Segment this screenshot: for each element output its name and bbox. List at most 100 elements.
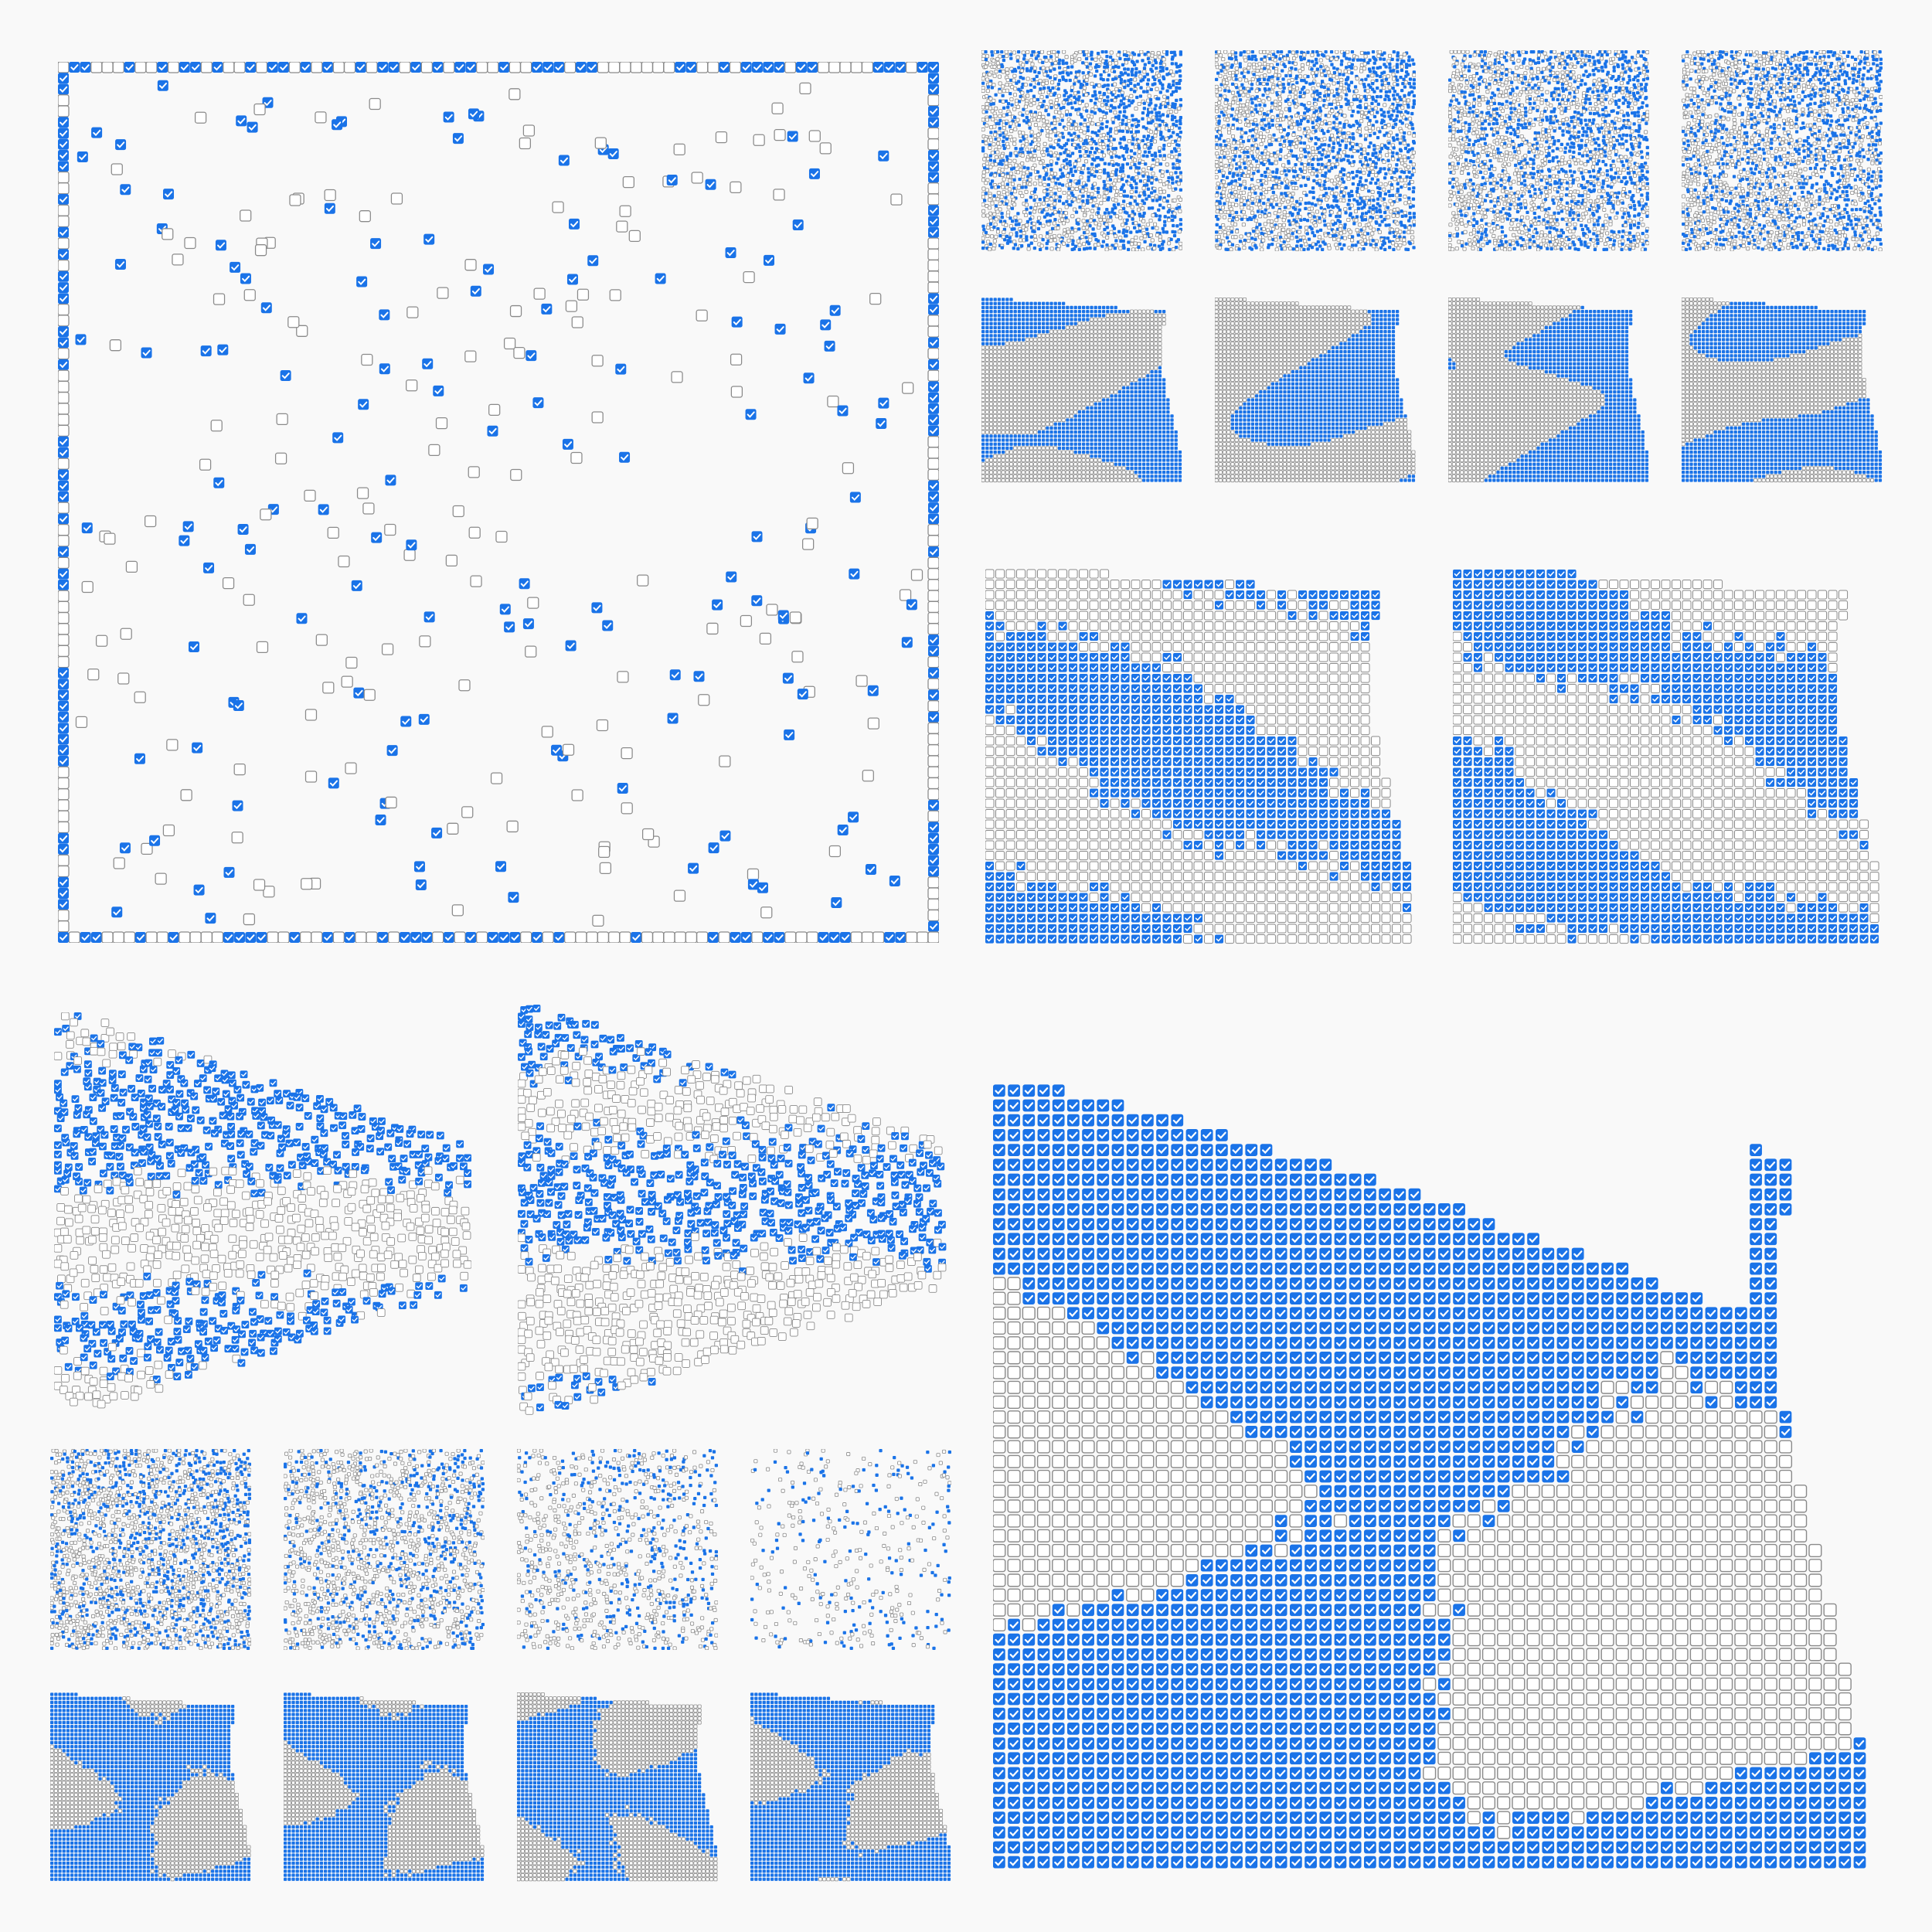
checked-checkbox-icon[interactable]	[1340, 247, 1344, 251]
checked-checkbox-icon[interactable]	[1081, 71, 1085, 75]
checked-checkbox-icon[interactable]	[141, 347, 152, 359]
unchecked-checkbox-icon[interactable]	[1032, 158, 1036, 162]
checked-checkbox-icon[interactable]	[1232, 216, 1236, 219]
unchecked-checkbox-icon[interactable]	[1374, 239, 1379, 243]
checked-checkbox-icon[interactable]	[1299, 119, 1304, 123]
checked-checkbox-icon[interactable]	[1105, 207, 1109, 212]
checked-checkbox-icon[interactable]	[1111, 147, 1115, 151]
unchecked-checkbox-icon[interactable]	[1305, 145, 1310, 149]
checked-checkbox-icon[interactable]	[1412, 102, 1416, 106]
checked-checkbox-icon[interactable]	[1070, 65, 1074, 69]
unchecked-checkbox-icon[interactable]	[1338, 227, 1342, 232]
unchecked-checkbox-icon[interactable]	[597, 62, 610, 73]
checked-checkbox-icon[interactable]	[928, 414, 939, 426]
unchecked-checkbox-icon[interactable]	[385, 796, 397, 809]
checked-checkbox-icon[interactable]	[1355, 174, 1359, 178]
unchecked-checkbox-icon[interactable]	[542, 931, 554, 943]
unchecked-checkbox-icon[interactable]	[1355, 228, 1359, 233]
checked-checkbox-icon[interactable]	[1254, 58, 1258, 62]
checked-checkbox-icon[interactable]	[1149, 87, 1153, 92]
checked-checkbox-icon[interactable]	[1029, 206, 1033, 209]
unchecked-checkbox-icon[interactable]	[332, 931, 345, 943]
checked-checkbox-icon[interactable]	[1391, 151, 1395, 155]
unchecked-checkbox-icon[interactable]	[1160, 173, 1165, 179]
checked-checkbox-icon[interactable]	[1322, 131, 1326, 135]
checked-checkbox-icon[interactable]	[1235, 86, 1239, 90]
checked-checkbox-icon[interactable]	[1110, 155, 1114, 159]
checked-checkbox-icon[interactable]	[1111, 58, 1115, 62]
checked-checkbox-icon[interactable]	[1238, 62, 1242, 66]
checked-checkbox-icon[interactable]	[1396, 182, 1400, 186]
unchecked-checkbox-icon[interactable]	[1061, 100, 1066, 105]
unchecked-checkbox-icon[interactable]	[1097, 194, 1101, 199]
unchecked-checkbox-icon[interactable]	[1262, 50, 1267, 54]
checked-checkbox-icon[interactable]	[1368, 206, 1372, 210]
checked-checkbox-icon[interactable]	[1258, 82, 1262, 86]
checked-checkbox-icon[interactable]	[928, 513, 939, 525]
checked-checkbox-icon[interactable]	[1372, 148, 1376, 151]
checked-checkbox-icon[interactable]	[1342, 73, 1345, 77]
checked-checkbox-icon[interactable]	[777, 610, 789, 621]
checked-checkbox-icon[interactable]	[1162, 144, 1166, 148]
unchecked-checkbox-icon[interactable]	[927, 524, 939, 536]
checked-checkbox-icon[interactable]	[168, 932, 179, 943]
unchecked-checkbox-icon[interactable]	[730, 386, 743, 398]
unchecked-checkbox-icon[interactable]	[68, 931, 80, 943]
unchecked-checkbox-icon[interactable]	[243, 289, 256, 301]
unchecked-checkbox-icon[interactable]	[1102, 194, 1107, 199]
checked-checkbox-icon[interactable]	[1016, 50, 1021, 54]
checked-checkbox-icon[interactable]	[1170, 150, 1174, 154]
checked-checkbox-icon[interactable]	[1342, 54, 1346, 58]
checked-checkbox-icon[interactable]	[267, 62, 278, 73]
unchecked-checkbox-icon[interactable]	[1070, 60, 1074, 65]
checked-checkbox-icon[interactable]	[1118, 56, 1122, 60]
checked-checkbox-icon[interactable]	[1057, 182, 1062, 186]
unchecked-checkbox-icon[interactable]	[145, 931, 158, 943]
unchecked-checkbox-icon[interactable]	[1061, 221, 1066, 226]
unchecked-checkbox-icon[interactable]	[58, 920, 70, 933]
unchecked-checkbox-icon[interactable]	[1261, 195, 1266, 199]
checked-checkbox-icon[interactable]	[1261, 93, 1265, 97]
checked-checkbox-icon[interactable]	[1323, 143, 1327, 147]
checked-checkbox-icon[interactable]	[1355, 215, 1359, 219]
checked-checkbox-icon[interactable]	[1383, 247, 1387, 251]
unchecked-checkbox-icon[interactable]	[1162, 57, 1166, 62]
checked-checkbox-icon[interactable]	[1378, 186, 1382, 190]
unchecked-checkbox-icon[interactable]	[1294, 104, 1298, 109]
unchecked-checkbox-icon[interactable]	[1403, 163, 1407, 168]
unchecked-checkbox-icon[interactable]	[1260, 74, 1264, 79]
checked-checkbox-icon[interactable]	[1016, 212, 1020, 216]
checked-checkbox-icon[interactable]	[1291, 247, 1295, 251]
unchecked-checkbox-icon[interactable]	[1137, 154, 1141, 158]
unchecked-checkbox-icon[interactable]	[1070, 235, 1074, 240]
checked-checkbox-icon[interactable]	[1133, 83, 1137, 87]
unchecked-checkbox-icon[interactable]	[58, 403, 70, 415]
checked-checkbox-icon[interactable]	[58, 469, 69, 481]
unchecked-checkbox-icon[interactable]	[1362, 235, 1366, 240]
unchecked-checkbox-icon[interactable]	[1242, 246, 1247, 250]
checked-checkbox-icon[interactable]	[58, 128, 69, 139]
unchecked-checkbox-icon[interactable]	[1250, 107, 1254, 111]
unchecked-checkbox-icon[interactable]	[1048, 230, 1053, 234]
checked-checkbox-icon[interactable]	[1215, 214, 1219, 219]
unchecked-checkbox-icon[interactable]	[771, 102, 784, 114]
checked-checkbox-icon[interactable]	[1299, 58, 1303, 62]
unchecked-checkbox-icon[interactable]	[1221, 226, 1226, 230]
checked-checkbox-icon[interactable]	[1165, 199, 1169, 203]
unchecked-checkbox-icon[interactable]	[1343, 207, 1348, 212]
unchecked-checkbox-icon[interactable]	[985, 54, 990, 59]
checked-checkbox-icon[interactable]	[1294, 77, 1298, 80]
unchecked-checkbox-icon[interactable]	[1299, 115, 1304, 120]
checked-checkbox-icon[interactable]	[787, 131, 798, 142]
checked-checkbox-icon[interactable]	[1103, 227, 1107, 232]
checked-checkbox-icon[interactable]	[1399, 97, 1403, 102]
unchecked-checkbox-icon[interactable]	[1039, 234, 1043, 239]
checked-checkbox-icon[interactable]	[1077, 227, 1081, 231]
unchecked-checkbox-icon[interactable]	[1225, 80, 1230, 85]
unchecked-checkbox-icon[interactable]	[1247, 66, 1251, 70]
unchecked-checkbox-icon[interactable]	[1045, 133, 1050, 138]
unchecked-checkbox-icon[interactable]	[1117, 175, 1121, 180]
checked-checkbox-icon[interactable]	[1163, 219, 1167, 223]
unchecked-checkbox-icon[interactable]	[1318, 194, 1323, 199]
unchecked-checkbox-icon[interactable]	[927, 270, 939, 283]
